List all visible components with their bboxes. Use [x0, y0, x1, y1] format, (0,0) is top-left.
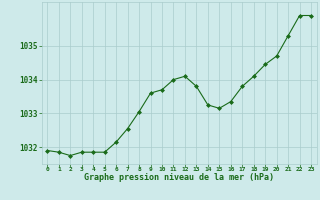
X-axis label: Graphe pression niveau de la mer (hPa): Graphe pression niveau de la mer (hPa)	[84, 173, 274, 182]
